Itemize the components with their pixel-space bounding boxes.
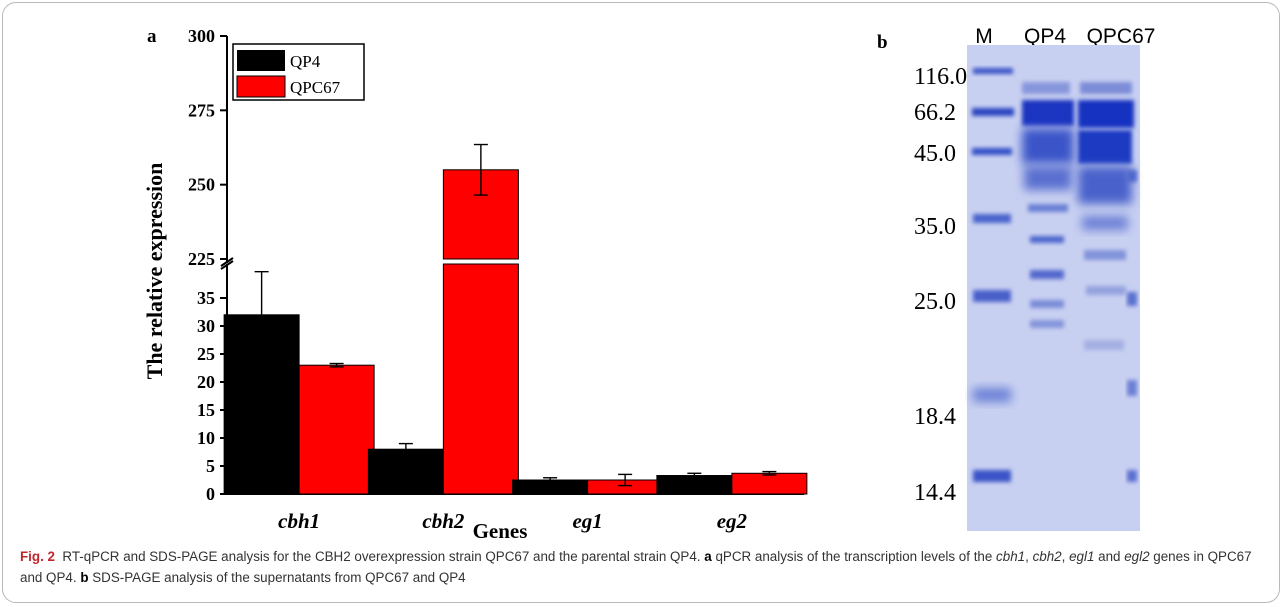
lane-label-qpc67: QPC67	[1087, 25, 1156, 48]
qpc67-band	[1078, 100, 1134, 128]
legend-label-qp4: QP4	[290, 52, 321, 71]
ticks-layer: 0 5 10 15 20 25 30 35 225 250 275 300 cbh1 cbh2 eg1 eg2	[188, 26, 748, 533]
y-tick-label: 10	[197, 428, 215, 448]
legend: QP4 QPC67	[232, 43, 365, 101]
bar-chart: a The relative expression Genes 0 5 10 15 20…	[142, 26, 808, 540]
y-tick-label: 20	[197, 372, 215, 392]
marker-size-label: 116.0	[914, 64, 967, 90]
qp4-band	[1022, 128, 1074, 164]
y-tick-label: 275	[188, 100, 215, 120]
qpc67-band	[1080, 82, 1132, 94]
lane-label-m: M	[975, 25, 993, 48]
y-tick-label: 300	[188, 26, 215, 46]
caption-text: qPCR analysis of the transcription level…	[715, 549, 993, 564]
legend-label-qpc67: QPC67	[290, 78, 341, 97]
legend-swatch-qpc67	[236, 75, 286, 98]
qp4-lane	[1022, 82, 1074, 328]
marker-band-66	[972, 108, 1014, 116]
marker-size-label: 18.4	[914, 404, 956, 430]
y-axis-label: The relative expression	[142, 163, 167, 380]
bar-qpc67-cbh1	[298, 364, 375, 495]
y-tick-label: 35	[197, 288, 215, 308]
caption-sep: ,	[1061, 549, 1066, 564]
y-tick-label: 15	[197, 400, 215, 420]
caption-text: SDS-PAGE analysis of the supernatants fr…	[92, 570, 466, 585]
marker-size-label: 25.0	[914, 289, 956, 315]
qpc67-band	[1078, 166, 1132, 204]
bar-qpc67-cbh2-lower	[442, 263, 519, 495]
qp4-band	[1028, 204, 1068, 212]
qp4-band	[1022, 100, 1074, 126]
caption-text: genes in QPC67 and QP4.	[20, 549, 1252, 585]
x-tick-label: eg1	[572, 509, 602, 533]
lane-label-qp4: QP4	[1024, 25, 1066, 48]
caption-panel-a: a	[704, 549, 712, 564]
marker-lane	[972, 68, 1014, 482]
qp4-band	[1024, 166, 1072, 190]
qpc67-band	[1078, 130, 1132, 164]
y-tick-label: 250	[188, 175, 215, 195]
qp4-band	[1030, 270, 1064, 279]
caption-gene: cbh2	[1032, 549, 1062, 564]
caption-fig-label: Fig. 2	[20, 549, 55, 564]
panel-a-label: a	[147, 26, 157, 47]
qpc67-edge-spot	[1127, 170, 1137, 182]
marker-band-116	[973, 68, 1013, 74]
marker-band-18	[973, 388, 1011, 402]
legend-swatch-qp4	[237, 50, 285, 71]
qpc67-band	[1082, 216, 1128, 230]
x-tick-label: eg2	[717, 509, 748, 533]
sds-page-gel: b M QP4 QPC67	[877, 25, 1156, 531]
y-tick-label: 30	[197, 316, 215, 336]
marker-size-label: 14.4	[914, 480, 956, 506]
x-axis-label: Genes	[473, 519, 528, 540]
qpc67-edge-spot	[1127, 292, 1137, 306]
caption-gene: egl1	[1069, 549, 1095, 564]
axis-break-mark	[220, 260, 234, 270]
caption-gene: cbh1	[996, 549, 1026, 564]
caption-gene: egl2	[1124, 549, 1150, 564]
bars-layer	[223, 143, 808, 495]
qpc67-edge-spot	[1127, 470, 1137, 482]
qpc67-band	[1084, 340, 1124, 350]
marker-band-25	[973, 290, 1011, 302]
qp4-band	[1030, 236, 1064, 243]
qpc67-edge-spot	[1127, 380, 1137, 396]
caption-text: and	[1098, 549, 1121, 564]
marker-size-label: 35.0	[914, 214, 956, 240]
y-tick-label: 0	[206, 484, 215, 504]
y-tick-label: 225	[188, 249, 215, 269]
qp4-band	[1030, 300, 1064, 308]
marker-band-45	[972, 148, 1012, 155]
marker-size-label: 66.2	[914, 100, 956, 126]
qpc67-band	[1086, 286, 1126, 295]
qp4-band	[1022, 82, 1070, 94]
axis-break-mark	[220, 257, 234, 267]
qp4-band	[1030, 320, 1064, 328]
figure-caption: Fig. 2 RT-qPCR and SDS-PAGE analysis for…	[20, 546, 1270, 588]
x-tick-label: cbh1	[278, 509, 320, 533]
marker-size-label: 45.0	[914, 141, 956, 167]
y-tick-label: 25	[197, 344, 215, 364]
marker-band-35	[973, 214, 1011, 223]
marker-band-14	[973, 470, 1011, 482]
caption-panel-b: b	[80, 570, 89, 585]
qpc67-band	[1084, 250, 1126, 260]
caption-text: RT-qPCR and SDS-PAGE analysis for the CB…	[62, 549, 701, 564]
qpc67-lane	[1078, 82, 1137, 482]
panel-b-label: b	[877, 32, 888, 53]
y-tick-label: 5	[206, 456, 215, 476]
x-tick-label: cbh2	[422, 509, 465, 533]
caption-sep: ,	[1025, 549, 1029, 564]
